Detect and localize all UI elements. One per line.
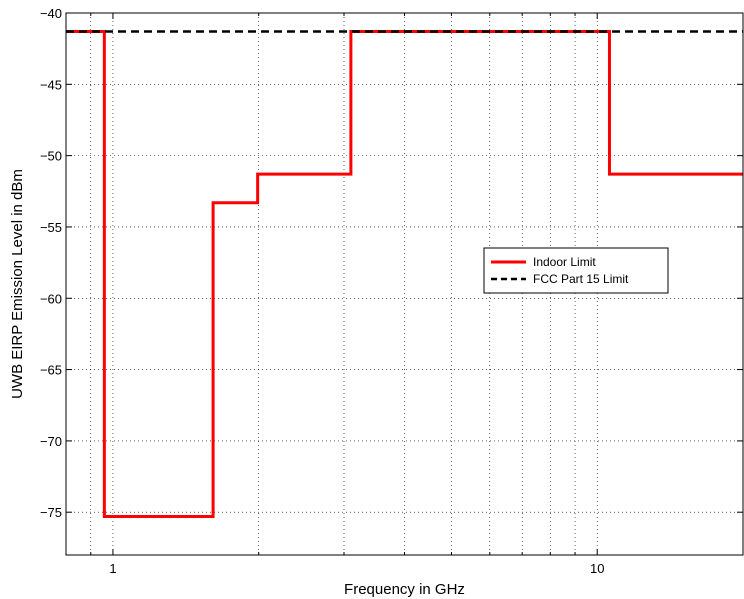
x-tick-label: 1 (109, 561, 116, 576)
legend-entry: Indoor Limit (533, 255, 596, 269)
legend: Indoor Limit FCC Part 15 Limit (483, 247, 669, 294)
y-tick-label: −40 (40, 6, 62, 21)
x-tick-label: 10 (590, 561, 604, 576)
y-tick-label: −70 (40, 434, 62, 449)
ticks: 1 10 −75 −70 −65 −60 −55 −50 −45 −40 (40, 6, 744, 576)
y-tick-label: −45 (40, 77, 62, 92)
series-line-indoor-limit (66, 30, 743, 518)
y-tick-label: −65 (40, 363, 62, 378)
series-group (66, 30, 743, 518)
legend-box (483, 247, 669, 294)
y-tick-label: −60 (40, 291, 62, 306)
y-tick-label: −50 (40, 149, 62, 164)
legend-entry: FCC Part 15 Limit (533, 272, 629, 286)
x-axis-label: Frequency in GHz (344, 581, 465, 598)
y-axis-label: UWB EIRP Emission Level in dBm (9, 169, 26, 399)
y-tick-label: −75 (40, 505, 62, 520)
y-tick-label: −55 (40, 220, 62, 235)
